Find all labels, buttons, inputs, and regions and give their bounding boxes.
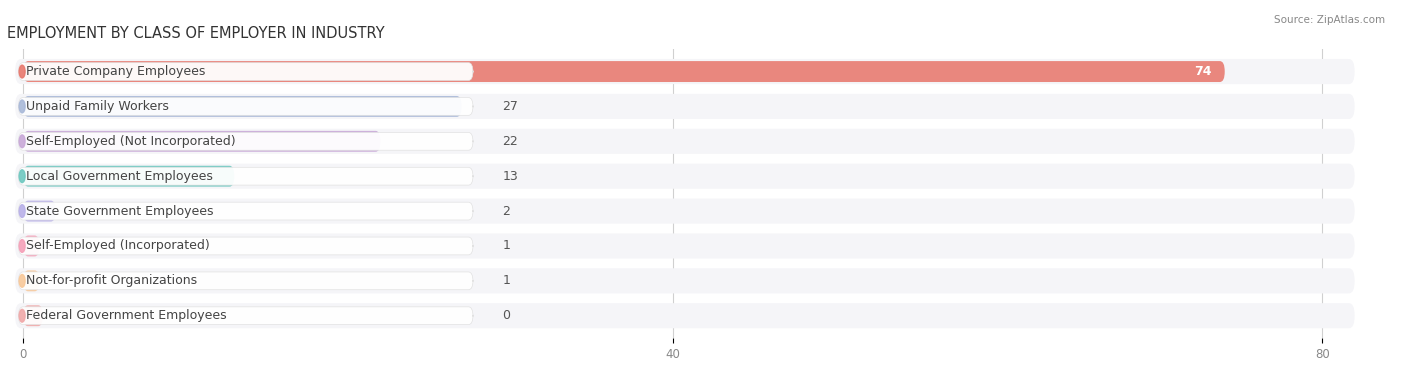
FancyBboxPatch shape — [18, 167, 472, 185]
FancyBboxPatch shape — [24, 166, 235, 186]
Text: 74: 74 — [1194, 65, 1212, 78]
FancyBboxPatch shape — [24, 305, 42, 326]
FancyBboxPatch shape — [18, 272, 472, 290]
FancyBboxPatch shape — [18, 307, 472, 324]
Text: Source: ZipAtlas.com: Source: ZipAtlas.com — [1274, 15, 1385, 25]
Text: Self-Employed (Incorporated): Self-Employed (Incorporated) — [27, 240, 209, 252]
FancyBboxPatch shape — [24, 96, 461, 117]
FancyBboxPatch shape — [18, 97, 472, 115]
FancyBboxPatch shape — [15, 164, 1354, 189]
Circle shape — [20, 309, 25, 322]
Text: 1: 1 — [502, 240, 510, 252]
FancyBboxPatch shape — [15, 233, 1354, 259]
Text: Federal Government Employees: Federal Government Employees — [27, 309, 226, 322]
FancyBboxPatch shape — [18, 237, 472, 255]
Text: EMPLOYMENT BY CLASS OF EMPLOYER IN INDUSTRY: EMPLOYMENT BY CLASS OF EMPLOYER IN INDUS… — [7, 26, 385, 41]
FancyBboxPatch shape — [15, 303, 1354, 328]
FancyBboxPatch shape — [15, 59, 1354, 84]
Text: Private Company Employees: Private Company Employees — [27, 65, 205, 78]
Circle shape — [20, 100, 25, 113]
Text: 1: 1 — [502, 274, 510, 287]
FancyBboxPatch shape — [24, 201, 56, 221]
FancyBboxPatch shape — [15, 268, 1354, 293]
Circle shape — [20, 274, 25, 287]
FancyBboxPatch shape — [24, 235, 39, 256]
Text: Unpaid Family Workers: Unpaid Family Workers — [27, 100, 169, 113]
Text: 27: 27 — [502, 100, 517, 113]
FancyBboxPatch shape — [18, 202, 472, 220]
Circle shape — [20, 205, 25, 217]
FancyBboxPatch shape — [18, 132, 472, 150]
Text: 0: 0 — [502, 309, 510, 322]
Text: State Government Employees: State Government Employees — [27, 205, 214, 218]
FancyBboxPatch shape — [15, 94, 1354, 119]
Text: Self-Employed (Not Incorporated): Self-Employed (Not Incorporated) — [27, 135, 236, 148]
FancyBboxPatch shape — [15, 129, 1354, 154]
Text: Local Government Employees: Local Government Employees — [27, 170, 214, 183]
Text: 2: 2 — [502, 205, 510, 218]
Circle shape — [20, 240, 25, 252]
FancyBboxPatch shape — [15, 199, 1354, 224]
FancyBboxPatch shape — [24, 131, 381, 152]
Circle shape — [20, 170, 25, 183]
Circle shape — [20, 65, 25, 78]
FancyBboxPatch shape — [24, 270, 39, 291]
Text: Not-for-profit Organizations: Not-for-profit Organizations — [27, 274, 197, 287]
FancyBboxPatch shape — [24, 61, 1225, 82]
Text: 22: 22 — [502, 135, 517, 148]
FancyBboxPatch shape — [18, 63, 472, 80]
Text: 13: 13 — [502, 170, 517, 183]
Circle shape — [20, 135, 25, 148]
